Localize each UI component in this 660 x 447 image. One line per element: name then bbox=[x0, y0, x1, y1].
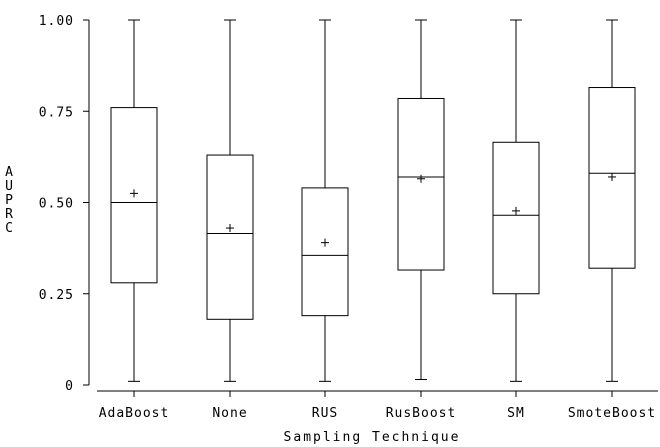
x-axis-ticks: AdaBoost None RUS RusBoost SM SmoteBoost bbox=[99, 391, 656, 421]
x-tick-label: RusBoost bbox=[386, 406, 457, 421]
box-rect bbox=[397, 97, 445, 271]
x-tick-label: SM bbox=[507, 406, 525, 421]
boxes bbox=[110, 19, 636, 382]
box-group bbox=[397, 19, 445, 381]
box-rect bbox=[110, 107, 158, 284]
x-axis-title: Sampling Technique bbox=[284, 430, 461, 445]
box-group bbox=[492, 19, 540, 382]
box-rect bbox=[301, 187, 349, 317]
y-axis-ticks: 0 0.25 0.50 0.75 1.00 bbox=[39, 14, 89, 394]
box-group bbox=[110, 19, 158, 382]
box-rect bbox=[206, 154, 254, 320]
box-group bbox=[301, 19, 349, 382]
y-tick-label: 0.50 bbox=[39, 197, 74, 212]
box-rect bbox=[588, 87, 636, 269]
y-tick-label: 0.75 bbox=[39, 105, 74, 120]
box-group bbox=[206, 19, 254, 382]
box-rect bbox=[492, 141, 540, 295]
axes bbox=[88, 20, 658, 392]
box-group bbox=[588, 19, 636, 382]
x-tick-label: AdaBoost bbox=[99, 406, 170, 421]
x-tick-label: SmoteBoost bbox=[568, 406, 656, 421]
x-tick-label: RUS bbox=[312, 406, 338, 421]
y-tick-label: 0.25 bbox=[39, 288, 74, 303]
y-tick-label: 1.00 bbox=[39, 14, 74, 29]
y-tick-label: 0 bbox=[65, 379, 74, 394]
x-tick-label: None bbox=[212, 406, 247, 421]
